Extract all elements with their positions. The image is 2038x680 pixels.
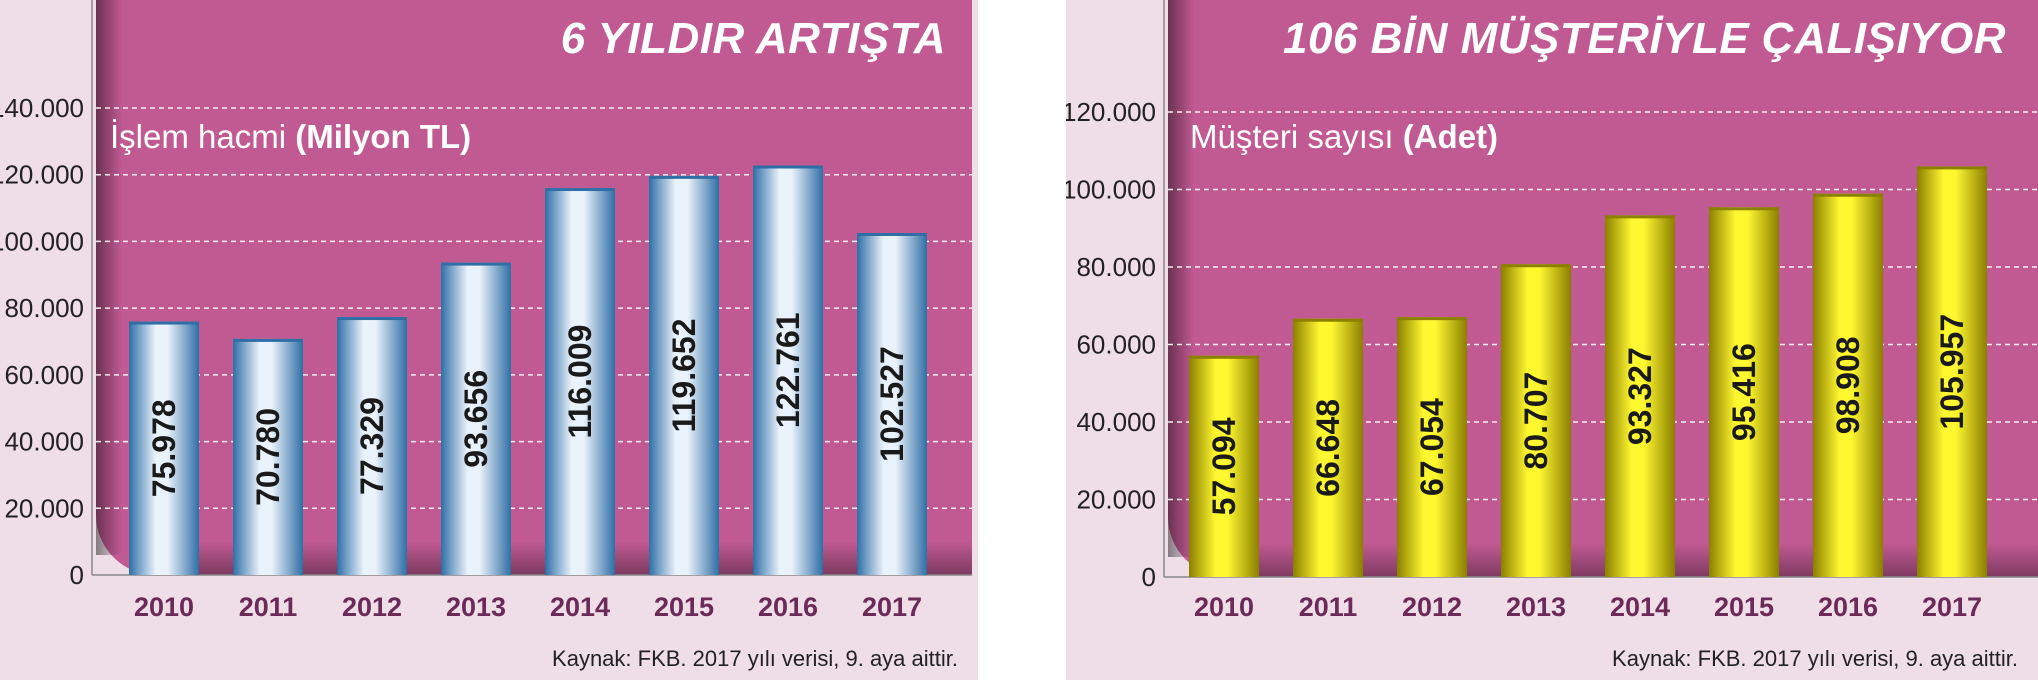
chart-subtitle: İşlem hacmi (Milyon TL) — [110, 118, 471, 156]
value-label-2015: 95.416 — [1726, 343, 1762, 441]
x-tick-label-2015: 2015 — [1714, 592, 1774, 622]
subtitle-text: Müşteri sayısı — [1190, 118, 1403, 155]
value-label-2011: 66.648 — [1310, 399, 1346, 497]
value-label-2010: 57.094 — [1206, 417, 1242, 515]
x-tick-label-2013: 2013 — [446, 592, 506, 622]
y-tick-label: 60.000 — [1076, 330, 1156, 360]
value-label-2013: 80.707 — [1518, 372, 1554, 470]
y-tick-label: 80.000 — [1076, 252, 1156, 282]
subtitle-unit: (Adet) — [1402, 118, 1499, 155]
bar-2013 — [441, 262, 511, 575]
y-tick-label: 60.000 — [4, 360, 84, 390]
chart-title: 6 YILDIR ARTIŞTA — [560, 14, 946, 63]
bar-top-2010 — [129, 321, 199, 325]
x-tick-label-2014: 2014 — [1610, 592, 1670, 622]
plot-area — [96, 0, 972, 575]
bar-top-2010 — [1189, 355, 1259, 359]
y-tick-label: 120.000 — [0, 160, 84, 190]
x-tick-label-2017: 2017 — [862, 592, 922, 622]
bar-2010 — [129, 321, 199, 575]
value-label-2015: 119.652 — [666, 318, 702, 432]
y-tick-label: 80.000 — [4, 293, 84, 323]
bar-top-2013 — [441, 262, 511, 266]
y-tick-label: 120.000 — [1066, 97, 1156, 127]
bar-top-2013 — [1501, 264, 1571, 268]
value-label-2012: 77.329 — [354, 397, 390, 495]
bar-2016 — [753, 165, 823, 575]
y-tick-label: 40.000 — [4, 427, 84, 457]
bar-2011 — [233, 338, 303, 575]
y-tick-label: 40.000 — [1076, 407, 1156, 437]
x-tick-label-2013: 2013 — [1506, 592, 1566, 622]
bar-2017 — [857, 232, 927, 576]
y-tick-label: 0 — [1142, 562, 1156, 592]
value-label-2014: 93.327 — [1622, 347, 1658, 445]
bar-top-2015 — [649, 175, 719, 179]
subtitle-unit: (Milyon TL) — [295, 118, 472, 155]
bar-top-2011 — [1293, 318, 1363, 322]
bar-top-2014 — [1605, 215, 1675, 219]
y-tick-label: 20.000 — [4, 493, 84, 523]
x-tick-label-2017: 2017 — [1922, 592, 1982, 622]
y-tick-label: 20.000 — [1076, 485, 1156, 515]
bar-top-2017 — [1917, 166, 1987, 170]
value-label-2012: 67.054 — [1414, 398, 1450, 496]
x-tick-label-2011: 2011 — [239, 592, 298, 622]
bar-top-2017 — [857, 232, 927, 236]
bar-2015 — [649, 175, 719, 575]
bar-2010 — [1189, 355, 1259, 577]
x-tick-label-2012: 2012 — [342, 592, 402, 622]
bar-2017 — [1917, 166, 1987, 577]
bar-2016 — [1813, 193, 1883, 577]
x-tick-label-2016: 2016 — [758, 592, 818, 622]
value-label-2016: 122.761 — [770, 312, 806, 428]
bar-2015 — [1709, 207, 1779, 577]
value-label-2010: 75.978 — [146, 399, 182, 497]
musteri-sayisi-bar-chart: 0 20.000 40.000 60.000 80.000 100.000 120.000 5… — [1066, 0, 2038, 622]
bar-top-2012 — [1397, 317, 1467, 321]
bar-2014 — [1605, 215, 1675, 577]
bar-2014 — [545, 188, 615, 576]
bar-top-2016 — [753, 165, 823, 169]
chart-subtitle: Müşteri sayısı (Adet) — [1190, 118, 1498, 156]
bar-top-2015 — [1709, 207, 1779, 211]
x-tick-label-2012: 2012 — [1402, 592, 1462, 622]
chart-panel-islem-hacmi: 0 20.000 40.000 60.000 80.000 100.000 120.000 1… — [0, 0, 978, 680]
x-tick-label-2011: 2011 — [1299, 592, 1358, 622]
x-tick-label-2016: 2016 — [1818, 592, 1878, 622]
bar-2012 — [337, 317, 407, 575]
value-label-2013: 93.656 — [458, 370, 494, 468]
bar-2011 — [1293, 318, 1363, 577]
y-tick-label: 140.000 — [0, 93, 84, 123]
value-label-2017: 105.957 — [1934, 314, 1970, 430]
bar-2012 — [1397, 317, 1467, 577]
source-note: Kaynak: FKB. 2017 yılı verisi, 9. aya ai… — [552, 646, 958, 671]
bar-top-2012 — [337, 317, 407, 321]
y-tick-label: 100.000 — [1066, 175, 1156, 205]
x-tick-label-2010: 2010 — [134, 592, 194, 622]
islem-hacmi-bar-chart: 0 20.000 40.000 60.000 80.000 100.000 120.000 1… — [0, 0, 972, 622]
bar-top-2014 — [545, 188, 615, 192]
value-label-2011: 70.780 — [250, 408, 286, 506]
bar-top-2016 — [1813, 193, 1883, 197]
x-tick-label-2015: 2015 — [654, 592, 714, 622]
source-note: Kaynak: FKB. 2017 yılı verisi, 9. aya ai… — [1612, 646, 2018, 671]
bar-top-2011 — [233, 338, 303, 342]
y-tick-label: 100.000 — [0, 226, 84, 256]
x-tick-label-2014: 2014 — [550, 592, 610, 622]
chart-title: 106 BİN MÜŞTERİYLE ÇALIŞIYOR — [1282, 14, 2006, 63]
x-tick-label-2010: 2010 — [1194, 592, 1254, 622]
plot-left-shadow — [96, 0, 122, 555]
chart-panel-musteri-sayisi: 0 20.000 40.000 60.000 80.000 100.000 120.000 5… — [1066, 0, 2038, 680]
value-label-2017: 102.527 — [874, 346, 910, 462]
value-label-2016: 98.908 — [1830, 336, 1866, 434]
y-tick-label: 0 — [70, 560, 84, 590]
value-label-2014: 116.009 — [562, 325, 598, 439]
bar-2013 — [1501, 264, 1571, 577]
subtitle-text: İşlem hacmi — [110, 118, 296, 155]
